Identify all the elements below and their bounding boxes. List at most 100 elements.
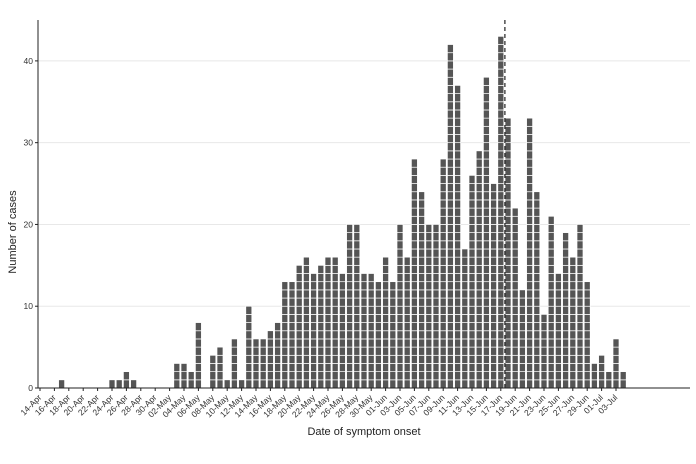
case-square [375, 322, 382, 332]
case-square [310, 363, 317, 372]
case-square [346, 314, 353, 323]
case-square [382, 322, 389, 332]
case-square [317, 289, 325, 299]
case-square [353, 264, 361, 274]
case-square [418, 240, 425, 250]
case-square [490, 346, 497, 356]
case-square [569, 305, 577, 315]
bar-75 [576, 224, 584, 389]
case-square [461, 338, 469, 348]
case-square [497, 256, 505, 266]
bar-81 [619, 371, 627, 389]
y-tick-label: 20 [24, 219, 34, 229]
case-square [519, 379, 526, 389]
case-square [367, 289, 375, 299]
case-square [497, 224, 505, 233]
case-square [310, 354, 317, 364]
case-square [425, 305, 433, 315]
bar-77 [591, 363, 598, 389]
case-square [569, 354, 577, 364]
case-square [375, 379, 382, 389]
case-square [447, 52, 454, 62]
case-square [295, 264, 303, 274]
case-square [526, 215, 533, 225]
case-square [223, 379, 231, 389]
case-square [461, 297, 469, 307]
case-square [375, 354, 382, 364]
case-square [511, 322, 519, 332]
bar-47 [375, 281, 382, 389]
case-square [526, 314, 533, 323]
case-square [483, 76, 490, 86]
case-square [360, 354, 368, 364]
case-square [454, 109, 461, 119]
case-square [281, 330, 289, 340]
case-square [454, 191, 461, 201]
case-square [403, 289, 411, 299]
case-square [331, 281, 339, 291]
case-square [231, 371, 238, 381]
case-square [375, 330, 382, 340]
case-square [526, 281, 533, 291]
case-square [331, 363, 339, 372]
case-square [432, 273, 440, 283]
case-square [490, 215, 497, 225]
case-square [562, 264, 569, 274]
case-square [490, 281, 497, 291]
case-square [526, 264, 533, 274]
case-square [555, 305, 562, 315]
case-square [375, 314, 382, 323]
bar-67 [519, 289, 526, 389]
case-square [396, 354, 404, 364]
case-square [396, 314, 404, 323]
case-square [504, 314, 512, 323]
case-square [483, 363, 490, 372]
case-square [461, 354, 469, 364]
case-square [317, 330, 325, 340]
case-square [346, 256, 353, 266]
case-square [267, 346, 274, 356]
case-square [353, 338, 361, 348]
case-square [418, 199, 425, 209]
case-square [483, 215, 490, 225]
case-square [339, 379, 346, 389]
case-square [468, 199, 476, 209]
case-square [504, 150, 512, 160]
case-square [483, 264, 490, 274]
case-square [447, 273, 454, 283]
case-square [281, 297, 289, 307]
bar-33 [274, 322, 281, 389]
case-square [547, 346, 555, 356]
case-square [331, 371, 339, 381]
case-square [353, 281, 361, 291]
y-axis-title: Number of cases [7, 190, 19, 274]
case-square [475, 224, 483, 233]
case-square [447, 224, 454, 233]
case-square [504, 379, 512, 389]
case-square [519, 289, 526, 299]
case-square [367, 305, 375, 315]
case-square [504, 175, 512, 184]
case-square [447, 297, 454, 307]
case-square [310, 346, 317, 356]
bar-65 [504, 117, 512, 389]
case-square [583, 338, 591, 348]
case-square [403, 371, 411, 381]
case-square [360, 330, 368, 340]
case-square [504, 232, 512, 242]
case-square [483, 134, 490, 144]
case-square [195, 330, 202, 340]
case-square [461, 322, 469, 332]
case-square [447, 281, 454, 291]
case-square [483, 199, 490, 209]
case-square [483, 338, 490, 348]
case-square [483, 224, 490, 233]
case-square [533, 248, 541, 258]
case-square [425, 289, 433, 299]
case-square [576, 354, 584, 364]
case-square [360, 273, 368, 283]
case-square [447, 85, 454, 94]
case-square [497, 363, 505, 372]
case-square [497, 371, 505, 381]
case-square [367, 297, 375, 307]
